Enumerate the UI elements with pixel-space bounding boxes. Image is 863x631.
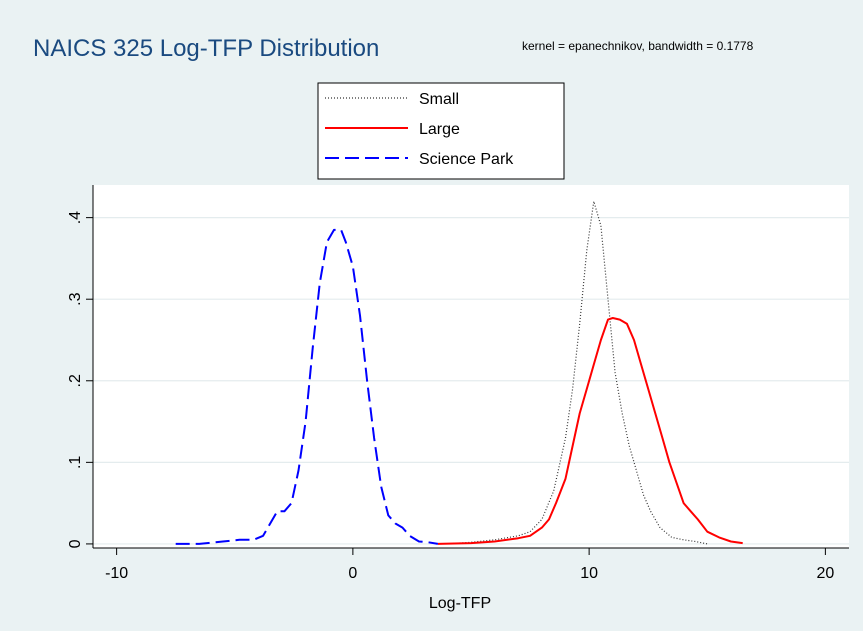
series-line-science-park bbox=[175, 228, 439, 545]
legend-label-small: Small bbox=[419, 91, 459, 108]
x-axis-title: Log-TFP bbox=[429, 595, 491, 612]
x-tick-label: 10 bbox=[580, 565, 598, 582]
legend-label-large: Large bbox=[419, 121, 460, 138]
x-tick-label: 20 bbox=[816, 565, 834, 582]
x-tick-label: 0 bbox=[348, 565, 357, 582]
legend-box bbox=[317, 82, 565, 180]
legend: Small Large Science Park bbox=[317, 82, 565, 180]
y-tick-label: 0 bbox=[67, 539, 84, 548]
x-tick-label: -10 bbox=[105, 565, 128, 582]
y-tick-label: .4 bbox=[67, 211, 84, 224]
plot-area bbox=[93, 185, 849, 548]
y-tick-label: .3 bbox=[67, 292, 84, 305]
series-line-large bbox=[437, 317, 743, 545]
y-tick-label: .2 bbox=[67, 374, 84, 387]
chart-title: NAICS 325 Log-TFP Distribution bbox=[33, 35, 379, 62]
y-tick-label: .1 bbox=[67, 456, 84, 469]
x-ticks: -10 0 10 20 bbox=[105, 548, 834, 582]
y-ticks: 0 .1 .2 .3 .4 bbox=[67, 211, 93, 548]
series-line-small bbox=[447, 200, 708, 545]
legend-label-science-park: Science Park bbox=[419, 151, 514, 168]
kernel-note: kernel = epanechnikov, bandwidth = 0.177… bbox=[522, 39, 754, 53]
series-layer bbox=[175, 200, 743, 545]
